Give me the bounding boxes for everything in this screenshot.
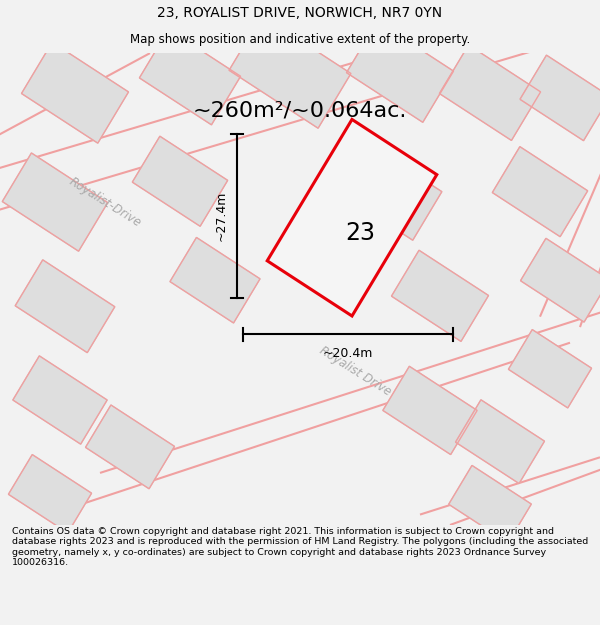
Polygon shape — [8, 454, 92, 533]
Text: ~260m²/~0.064ac.: ~260m²/~0.064ac. — [193, 101, 407, 121]
Text: ~20.4m: ~20.4m — [323, 347, 373, 359]
Text: Royalist Drive: Royalist Drive — [317, 344, 393, 398]
Text: Map shows position and indicative extent of the property.: Map shows position and indicative extent… — [130, 33, 470, 46]
Polygon shape — [493, 147, 587, 237]
Polygon shape — [520, 55, 600, 141]
Text: ~27.4m: ~27.4m — [215, 191, 227, 241]
Polygon shape — [508, 329, 592, 408]
Polygon shape — [449, 466, 532, 543]
Polygon shape — [455, 400, 545, 484]
Text: 23: 23 — [345, 221, 375, 246]
Polygon shape — [391, 250, 488, 341]
Polygon shape — [338, 143, 442, 240]
Polygon shape — [139, 29, 241, 125]
Polygon shape — [85, 405, 175, 489]
Polygon shape — [346, 21, 454, 122]
Polygon shape — [520, 238, 600, 322]
Polygon shape — [170, 238, 260, 323]
Polygon shape — [15, 260, 115, 352]
Text: Contains OS data © Crown copyright and database right 2021. This information is : Contains OS data © Crown copyright and d… — [12, 527, 588, 567]
Text: 23, ROYALIST DRIVE, NORWICH, NR7 0YN: 23, ROYALIST DRIVE, NORWICH, NR7 0YN — [157, 6, 443, 20]
Text: Royalist-Drive: Royalist-Drive — [67, 175, 143, 229]
Polygon shape — [2, 153, 108, 251]
Polygon shape — [133, 136, 227, 226]
Polygon shape — [22, 42, 128, 143]
Polygon shape — [383, 366, 477, 454]
Polygon shape — [13, 356, 107, 444]
Polygon shape — [229, 16, 351, 128]
Polygon shape — [267, 119, 437, 316]
Polygon shape — [439, 45, 541, 141]
